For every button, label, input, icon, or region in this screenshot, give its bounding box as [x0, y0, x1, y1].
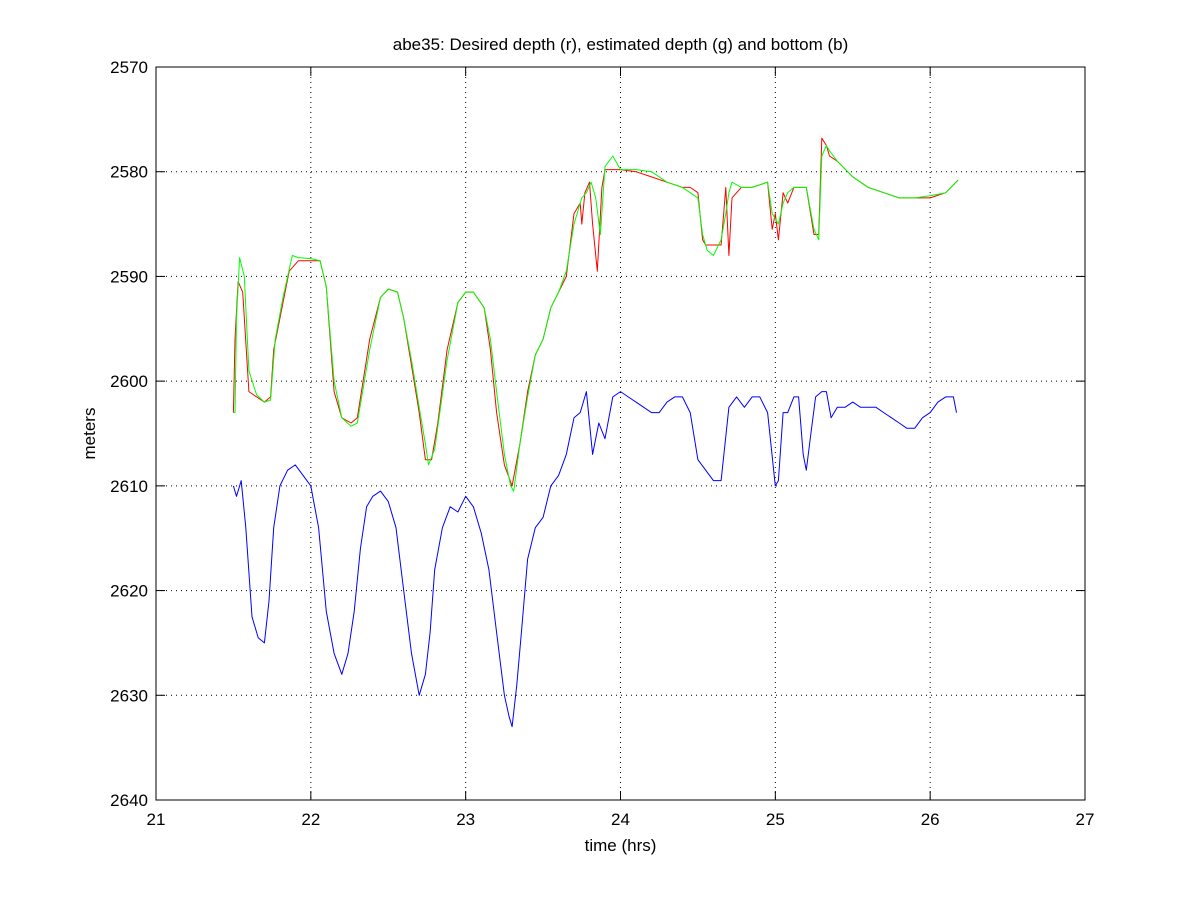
x-tick-label: 27: [1076, 810, 1095, 829]
x-tick-label: 26: [921, 810, 940, 829]
axis-ticks: 21 22 23 24 25 26 27 2570 2580 2590 2600 2610 2620 26…: [110, 58, 1094, 829]
plot-frame: [155, 66, 1086, 801]
grid: [156, 67, 1085, 800]
x-tick-label: 24: [611, 810, 630, 829]
y-tick-label: 2630: [110, 686, 148, 705]
series-line-bottom: [232, 391, 957, 728]
x-tick-label: 21: [147, 810, 166, 829]
y-axis-label: meters: [80, 408, 99, 460]
x-tick-label: 23: [456, 810, 475, 829]
y-tick-label: 2570: [110, 58, 148, 77]
y-tick-label: 2600: [110, 372, 148, 391]
y-tick-label: 2580: [110, 163, 148, 182]
x-tick-label: 22: [301, 810, 320, 829]
y-tick-label: 2620: [110, 582, 148, 601]
series-line-desired: [232, 137, 959, 487]
y-tick-label: 2640: [110, 791, 148, 810]
series-layer: [232, 137, 959, 728]
x-tick-label: 25: [766, 810, 785, 829]
series-line-estimated: [233, 145, 959, 492]
x-axis-label: time (hrs): [585, 836, 657, 855]
y-tick-label: 2610: [110, 477, 148, 496]
chart-title: abe35: Desired depth (r), estimated dept…: [393, 35, 848, 54]
y-tick-label: 2590: [110, 267, 148, 286]
